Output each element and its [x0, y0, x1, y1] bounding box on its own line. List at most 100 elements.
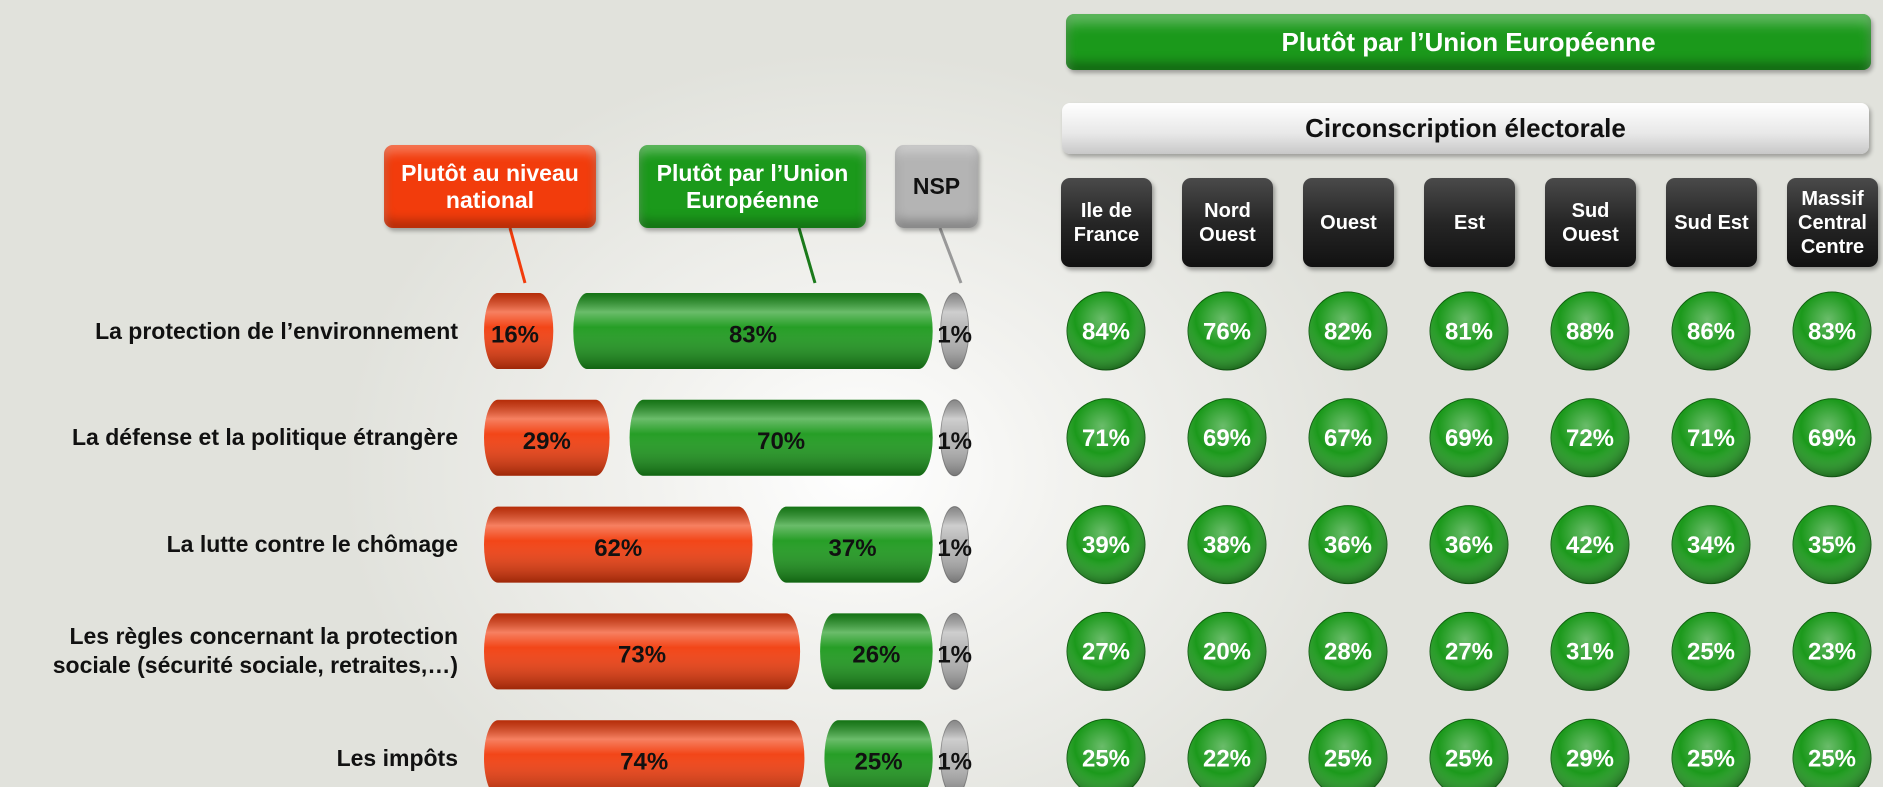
- cell-label: 34%: [1687, 532, 1735, 559]
- cell-label: 67%: [1324, 425, 1372, 452]
- cell-label: 25%: [1808, 746, 1856, 773]
- column-header: Est: [1424, 178, 1515, 267]
- connector: [508, 227, 527, 284]
- bar-shine: [484, 506, 753, 583]
- bubble-shine: [1793, 719, 1871, 787]
- data-label: 1%: [937, 321, 972, 348]
- bar-shine: [629, 399, 933, 476]
- bubble-shine: [1430, 719, 1508, 787]
- cell-label: 29%: [1566, 746, 1614, 773]
- cell-label: 86%: [1687, 318, 1735, 345]
- cell-label: 36%: [1445, 532, 1493, 559]
- table-subtitle: Circonscription électorale: [1062, 103, 1869, 154]
- cell-label: 81%: [1445, 318, 1493, 345]
- bubble-shine: [1551, 612, 1629, 691]
- column-header: Sud Est: [1666, 178, 1757, 267]
- cell-label: 36%: [1324, 532, 1372, 559]
- data-label: 74%: [620, 749, 668, 776]
- bar-shine: [484, 399, 610, 476]
- bubble-shine: [1188, 719, 1266, 787]
- bubble-shine: [1430, 505, 1508, 584]
- cell-label: 72%: [1566, 425, 1614, 452]
- bubble-shine: [1188, 398, 1266, 477]
- cell-label: 71%: [1082, 425, 1130, 452]
- bubble-shine: [1551, 719, 1629, 787]
- cell-label: 20%: [1203, 639, 1251, 666]
- bar-shine: [940, 399, 969, 476]
- legend-entry: Plutôt par l’Union Européenne: [639, 145, 866, 228]
- cell-label: 39%: [1082, 532, 1130, 559]
- cell-label: 27%: [1082, 639, 1130, 666]
- bubble-shine: [1067, 292, 1145, 370]
- data-label: 62%: [594, 535, 642, 562]
- cell-label: 82%: [1324, 318, 1372, 345]
- bar-shine: [484, 720, 805, 787]
- cell-label: 76%: [1203, 318, 1251, 345]
- bubble-shine: [1672, 292, 1750, 370]
- cell-label: 35%: [1808, 532, 1856, 559]
- cell-label: 23%: [1808, 639, 1856, 666]
- category-label: Les impôts: [336, 744, 458, 771]
- data-label: 16%: [491, 321, 539, 348]
- cell-label: 28%: [1324, 639, 1372, 666]
- data-label: 1%: [937, 535, 972, 562]
- bubble-shine: [1067, 719, 1145, 787]
- bar-shine: [484, 613, 801, 690]
- bubble-shine: [1793, 398, 1871, 477]
- bubble-shine: [1430, 398, 1508, 477]
- column-header: Nord Ouest: [1182, 178, 1273, 267]
- bubble-shine: [1067, 612, 1145, 691]
- data-label: 1%: [937, 749, 972, 776]
- bubble-shine: [1672, 398, 1750, 477]
- cell-label: 25%: [1324, 746, 1372, 773]
- connector: [797, 227, 817, 284]
- data-label: 1%: [937, 428, 972, 455]
- bubble-shine: [1309, 612, 1387, 691]
- bar-shine: [940, 506, 969, 583]
- cell-label: 27%: [1445, 639, 1493, 666]
- bubble-shine: [1430, 612, 1508, 691]
- bubble-shine: [1672, 505, 1750, 584]
- cell-label: 25%: [1082, 746, 1130, 773]
- data-label: 83%: [729, 321, 777, 348]
- table-title: Plutôt par l’Union Européenne: [1066, 14, 1871, 70]
- bubble-shine: [1551, 505, 1629, 584]
- bubble-shine: [1672, 612, 1750, 691]
- bar-shine: [573, 293, 933, 369]
- bar-shine: [940, 720, 969, 787]
- bar-shine: [772, 506, 933, 583]
- bar-shine: [824, 720, 933, 787]
- data-label: 26%: [852, 642, 900, 669]
- data-label: 37%: [829, 535, 877, 562]
- bubble-shine: [1551, 398, 1629, 477]
- bubble-shine: [1793, 612, 1871, 691]
- cell-label: 88%: [1566, 318, 1614, 345]
- category-label: Les règles concernant la protection soci…: [52, 623, 458, 679]
- cell-label: 42%: [1566, 532, 1614, 559]
- cell-label: 38%: [1203, 532, 1251, 559]
- bubble-shine: [1067, 505, 1145, 584]
- bubble-shine: [1551, 292, 1629, 370]
- cell-label: 22%: [1203, 746, 1251, 773]
- bubble-shine: [1309, 398, 1387, 477]
- cell-label: 25%: [1445, 746, 1493, 773]
- category-label: La défense et la politique étrangère: [72, 424, 458, 451]
- bubble-shine: [1793, 505, 1871, 584]
- column-header: Sud Ouest: [1545, 178, 1636, 267]
- bar-shine: [820, 613, 933, 690]
- bubble-shine: [1188, 612, 1266, 691]
- data-label: 70%: [757, 428, 805, 455]
- cell-label: 69%: [1445, 425, 1493, 452]
- bar-shine: [484, 293, 554, 369]
- data-label: 73%: [618, 642, 666, 669]
- category-label: La protection de l’environnement: [95, 317, 458, 344]
- data-label: 1%: [937, 642, 972, 669]
- cell-label: 25%: [1687, 639, 1735, 666]
- bubble-shine: [1793, 292, 1871, 370]
- bubble-shine: [1309, 292, 1387, 370]
- column-header: Massif Central Centre: [1787, 178, 1878, 267]
- cell-label: 31%: [1566, 639, 1614, 666]
- connector: [938, 227, 963, 284]
